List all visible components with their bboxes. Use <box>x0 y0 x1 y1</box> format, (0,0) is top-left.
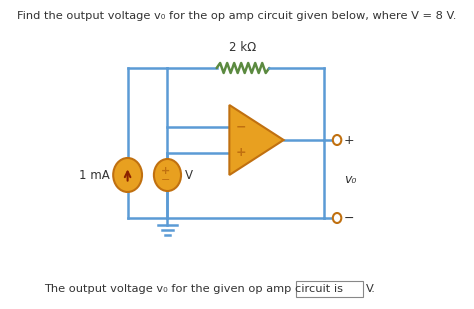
Circle shape <box>154 159 181 191</box>
Circle shape <box>333 135 341 145</box>
Text: Find the output voltage v₀ for the op amp circuit given below, where V = 8 V.: Find the output voltage v₀ for the op am… <box>18 11 456 21</box>
Text: +: + <box>235 146 246 159</box>
Text: V: V <box>184 168 192 181</box>
FancyBboxPatch shape <box>295 281 364 297</box>
Text: +: + <box>344 133 355 146</box>
Text: 2 kΩ: 2 kΩ <box>229 41 256 54</box>
Text: v₀: v₀ <box>344 172 356 185</box>
Circle shape <box>333 213 341 223</box>
Text: +: + <box>161 166 170 176</box>
Text: 1 mA: 1 mA <box>79 168 110 181</box>
Text: −: − <box>235 121 246 134</box>
Text: −: − <box>344 211 355 225</box>
Text: −: − <box>161 175 171 185</box>
Polygon shape <box>229 105 283 175</box>
Circle shape <box>113 158 142 192</box>
Text: The output voltage v₀ for the given op amp circuit is: The output voltage v₀ for the given op a… <box>45 284 344 294</box>
Text: V.: V. <box>366 284 376 294</box>
